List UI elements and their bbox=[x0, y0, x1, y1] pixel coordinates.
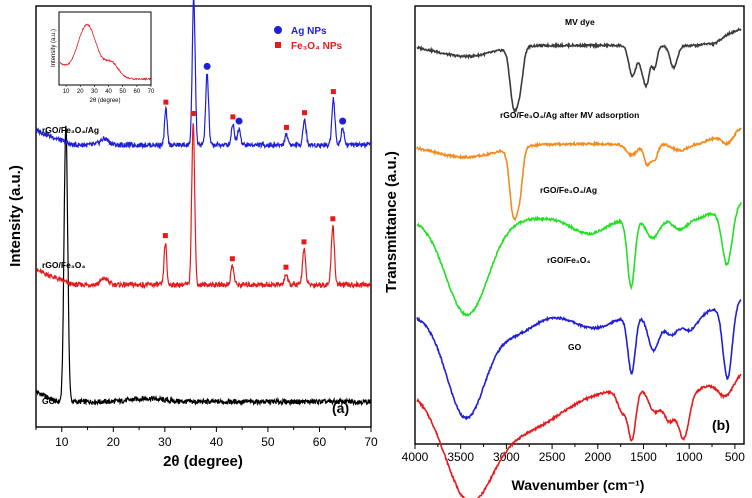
inset-x-tick-label-60: 60 bbox=[134, 89, 141, 95]
inset-x-tick-label-50: 50 bbox=[119, 89, 126, 95]
label-go-b: GO bbox=[568, 342, 582, 352]
series-line-a-rgo-fe3o4-ag bbox=[35, 0, 372, 150]
inset-x-label: 2θ (degree) bbox=[89, 98, 120, 104]
x-tick-label-a-30: 30 bbox=[158, 435, 172, 449]
fe3o4-marker bbox=[302, 110, 308, 116]
series-line-b-rgo-fe3o4 bbox=[416, 299, 742, 421]
inset-x-tick-label-70: 70 bbox=[148, 89, 155, 95]
x-ticks-a: 10 20 30 40 50 60 70 bbox=[35, 427, 378, 449]
inset-x-tick-label-20: 20 bbox=[77, 89, 84, 95]
x-tick-label-a-10: 10 bbox=[55, 435, 69, 449]
label-rgo-fe3o4-ag-a: rGO/Fe₃O₄/Ag bbox=[42, 125, 99, 135]
ag-marker bbox=[235, 117, 243, 125]
x-tick-label-b-2500: 2500 bbox=[539, 450, 566, 464]
inset-x-tick-label-40: 40 bbox=[105, 89, 112, 95]
series-group-a bbox=[35, 0, 372, 407]
series-line-b-rgo-fe3o4-ag-after-mv-adsorption bbox=[416, 127, 742, 222]
fe3o4-marker bbox=[330, 216, 336, 222]
inset-x-ticks: 10 20 30 40 50 60 70 bbox=[63, 85, 155, 95]
label-rgo-fe3o4-ag-b: rGO/Fe₃O₄/Ag bbox=[540, 185, 597, 195]
panel-tag-b: (b) bbox=[712, 417, 730, 433]
series-line-b-mv-dye bbox=[416, 27, 742, 113]
y-axis-title-b: Transmittance (a.u.) bbox=[383, 151, 400, 293]
x-tick-label-b-4000: 4000 bbox=[402, 450, 429, 464]
legend-a: Ag NPs Fe₃O₄ NPs bbox=[274, 26, 343, 52]
label-rgo-fe3o4-b: rGO/Fe₃O₄ bbox=[547, 255, 590, 265]
fe3o4-marker bbox=[190, 111, 196, 117]
x-tick-label-b-500: 500 bbox=[725, 450, 745, 464]
label-after-adsorption-b: rGO/Fe₃O₄/Ag after MV adsorption bbox=[500, 110, 639, 120]
series-group-b bbox=[416, 27, 742, 498]
inset-a: 10 20 30 40 50 60 70 2θ (degree) Intensity (a.… bbox=[51, 11, 155, 104]
x-axis-title-a: 2θ (degree) bbox=[163, 453, 243, 470]
series-line-b-go bbox=[416, 373, 742, 498]
x-tick-label-a-60: 60 bbox=[313, 435, 327, 449]
label-go-a: GO bbox=[42, 396, 56, 406]
panel-tag-a: (a) bbox=[332, 400, 349, 416]
ag-marker bbox=[203, 62, 211, 70]
x-ticks-b: 4000 3500 3000 2500 2000 1500 1000 500 bbox=[402, 444, 745, 464]
x-tick-label-b-3500: 3500 bbox=[447, 450, 474, 464]
series-line-a-go bbox=[35, 125, 372, 407]
y-axis-title-a: Intensity (a.u.) bbox=[7, 165, 24, 267]
fe3o4-marker bbox=[162, 233, 168, 239]
x-tick-label-a-20: 20 bbox=[107, 435, 121, 449]
inset-y-label: Intensity (a.u.) bbox=[51, 29, 57, 67]
fe3o4-marker bbox=[230, 114, 236, 120]
fe3o4-marker bbox=[229, 256, 235, 262]
panel-b: 4000 3500 3000 2500 2000 1500 1000 500 MV dye r… bbox=[383, 5, 745, 498]
ag-marker bbox=[339, 117, 347, 125]
fe3o4-marker bbox=[163, 99, 169, 105]
x-tick-label-a-50: 50 bbox=[261, 435, 275, 449]
inset-frame bbox=[58, 11, 152, 86]
fe3o4-marker bbox=[283, 264, 289, 270]
peak-markers-a bbox=[162, 62, 347, 270]
x-tick-label-a-70: 70 bbox=[364, 435, 378, 449]
panel-a: 10 20 30 40 50 60 70 Ag NPs Fe₃O₄ NPs 10 20 30 40… bbox=[7, 0, 378, 470]
legend-marker-ag bbox=[274, 26, 282, 34]
x-tick-label-b-2000: 2000 bbox=[584, 450, 611, 464]
inset-x-tick-label-10: 10 bbox=[63, 89, 70, 95]
inset-x-tick-label-30: 30 bbox=[91, 89, 98, 95]
label-mv-dye-b: MV dye bbox=[565, 17, 595, 27]
x-tick-label-a-40: 40 bbox=[210, 435, 224, 449]
x-tick-label-b-1000: 1000 bbox=[676, 450, 703, 464]
legend-marker-fe3o4 bbox=[275, 42, 281, 48]
fe3o4-marker bbox=[301, 239, 307, 245]
x-axis-title-b: Wavenumber (cm⁻¹) bbox=[512, 477, 645, 493]
series-line-b-rgo-fe3o4-ag bbox=[416, 202, 742, 317]
plot-frame-a bbox=[35, 5, 372, 428]
fe3o4-marker bbox=[283, 124, 289, 130]
x-tick-label-b-1500: 1500 bbox=[630, 450, 657, 464]
plot-frame-b bbox=[414, 5, 745, 445]
legend-label-fe3o4: Fe₃O₄ NPs bbox=[291, 41, 343, 52]
fe3o4-marker bbox=[330, 89, 336, 95]
inset-line bbox=[60, 23, 152, 81]
label-rgo-fe3o4-a: rGO/Fe₃O₄ bbox=[42, 260, 85, 270]
legend-label-ag: Ag NPs bbox=[291, 26, 327, 37]
series-line-a-rgo-fe3o4 bbox=[35, 123, 372, 290]
